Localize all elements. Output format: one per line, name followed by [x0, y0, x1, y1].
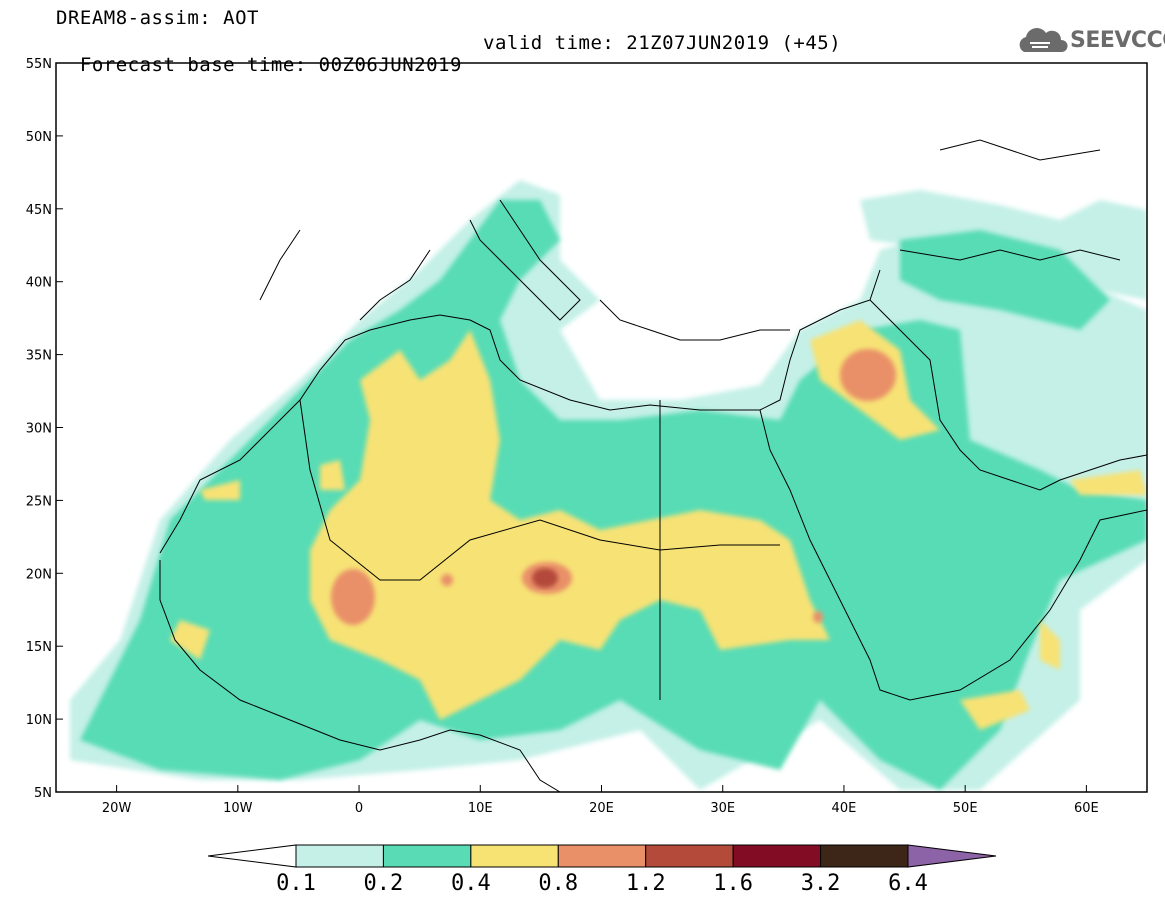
colorbar-segment — [207, 844, 297, 868]
coastlines — [159, 139, 1147, 792]
lon-tick-label: 40E — [832, 801, 857, 816]
lon-tick-label: 10W — [223, 801, 253, 816]
aot-fields — [70, 180, 1147, 790]
colorbar-segment — [645, 844, 734, 868]
lat-tick-label: 15N — [26, 640, 52, 655]
lon-tick-label: 50E — [953, 801, 978, 816]
lat-tick-label: 55N — [26, 57, 52, 72]
colorbar-label: 0.8 — [538, 871, 579, 896]
lon-tick-label: 10E — [468, 801, 493, 816]
colorbar-segment — [557, 844, 647, 868]
colorbar — [207, 844, 997, 868]
lon-tick-label: 0 — [355, 801, 363, 816]
lon-tick-label: 60E — [1074, 801, 1099, 816]
colorbar-segment — [295, 844, 384, 868]
lat-tick-label: 45N — [26, 203, 52, 218]
colorbar-segment — [470, 844, 559, 868]
colorbar-label: 0.4 — [450, 871, 491, 896]
colorbar-label: 0.1 — [276, 871, 316, 896]
lat-tick-label: 20N — [26, 567, 52, 582]
time-info: Forecast base time: 00Z06JUN2019 valid t… — [56, 32, 841, 98]
map-title: DREAM8-assim: AOT — [56, 7, 259, 29]
lat-tick-label: 30N — [26, 422, 52, 437]
aot-band-1.2 — [532, 568, 558, 588]
colorbar-label: 0.2 — [363, 871, 404, 896]
lat-tick-label: 50N — [26, 130, 52, 145]
lat-tick-label: 40N — [26, 276, 52, 291]
cloud-icon — [1019, 28, 1068, 52]
lon-tick-label: 20W — [102, 801, 132, 816]
colorbar-segment — [907, 844, 997, 868]
logo-text: SEEVCCC — [1070, 28, 1165, 53]
colorbar-segment — [382, 844, 472, 868]
colorbar-segment — [820, 844, 909, 868]
lat-tick-label: 10N — [26, 713, 52, 728]
lon-tick-label: 20E — [589, 801, 614, 816]
colorbar-label: 1.2 — [625, 871, 666, 896]
colorbar-label: 1.6 — [713, 871, 754, 896]
colorbar-segment — [732, 844, 822, 868]
colorbar-label: 3.2 — [800, 871, 841, 896]
lat-tick-label: 35N — [26, 349, 52, 364]
valid-time: valid time: 21Z07JUN2019 (+45) — [483, 32, 842, 54]
axis-ticks: 5N 10N 15N 20N 25N 30N 35N 40N 45N 50N 55N 20W 10W 0 1… — [26, 57, 1099, 816]
base-time: Forecast base time: 00Z06JUN2019 — [79, 54, 462, 76]
colorbar-label: 6.4 — [888, 871, 928, 896]
lat-tick-label: 5N — [34, 786, 52, 801]
lat-tick-label: 25N — [26, 494, 52, 509]
seevccc-logo: SEEVCCC — [1016, 24, 1165, 58]
lon-tick-label: 30E — [710, 801, 735, 816]
